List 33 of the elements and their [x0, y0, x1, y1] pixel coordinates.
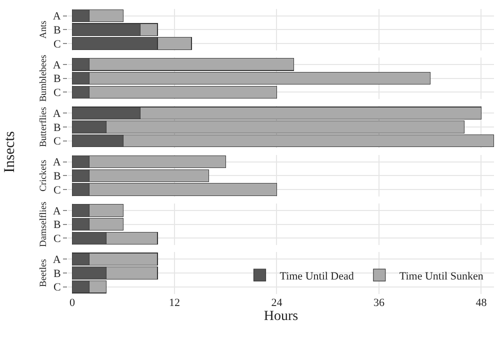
- x-tick-label: 12: [169, 296, 180, 309]
- y-axis-title: Crickets: [39, 160, 50, 192]
- y-tick-label: B: [53, 122, 61, 134]
- legend-label: Time Until Dead: [280, 270, 354, 282]
- x-tick-label: 0: [70, 296, 76, 309]
- legend-label: Time Until Sunken: [399, 270, 484, 282]
- y-tick-label: C: [53, 38, 61, 50]
- y-axis-title: Butterflies: [39, 106, 50, 148]
- y-tick-label: B: [53, 268, 61, 280]
- y-tick-label: A: [52, 10, 61, 23]
- y-axis-title: Beetles: [39, 258, 50, 287]
- y-tick-label: B: [53, 219, 61, 232]
- y-tick-label: B: [53, 170, 61, 183]
- x-tick-label: 48: [476, 296, 488, 309]
- text: Insects: [2, 130, 18, 173]
- y-tick-label: C: [53, 282, 61, 294]
- y-tick-label: C: [53, 233, 61, 246]
- y-tick-label: C: [53, 87, 61, 100]
- y-tick-label: A: [52, 205, 61, 218]
- y-tick-label: C: [53, 136, 61, 148]
- y-tick-label: B: [53, 73, 61, 86]
- y-axis-title: Damselflies: [39, 201, 50, 248]
- y-tick-label: A: [52, 156, 61, 169]
- x-tick-label: 36: [373, 296, 385, 309]
- y-tick-label: C: [53, 184, 61, 196]
- y-axis-title: Ants: [39, 20, 50, 39]
- x-axis-title: Hours: [264, 309, 298, 324]
- x-tick-label: 24: [271, 296, 283, 309]
- y-tick-label: A: [52, 108, 61, 120]
- y-axis-title: Bumblebees: [39, 54, 50, 102]
- y-tick-label: A: [52, 254, 61, 266]
- y-tick-label: A: [52, 59, 61, 72]
- y-tick-label: B: [53, 24, 61, 36]
